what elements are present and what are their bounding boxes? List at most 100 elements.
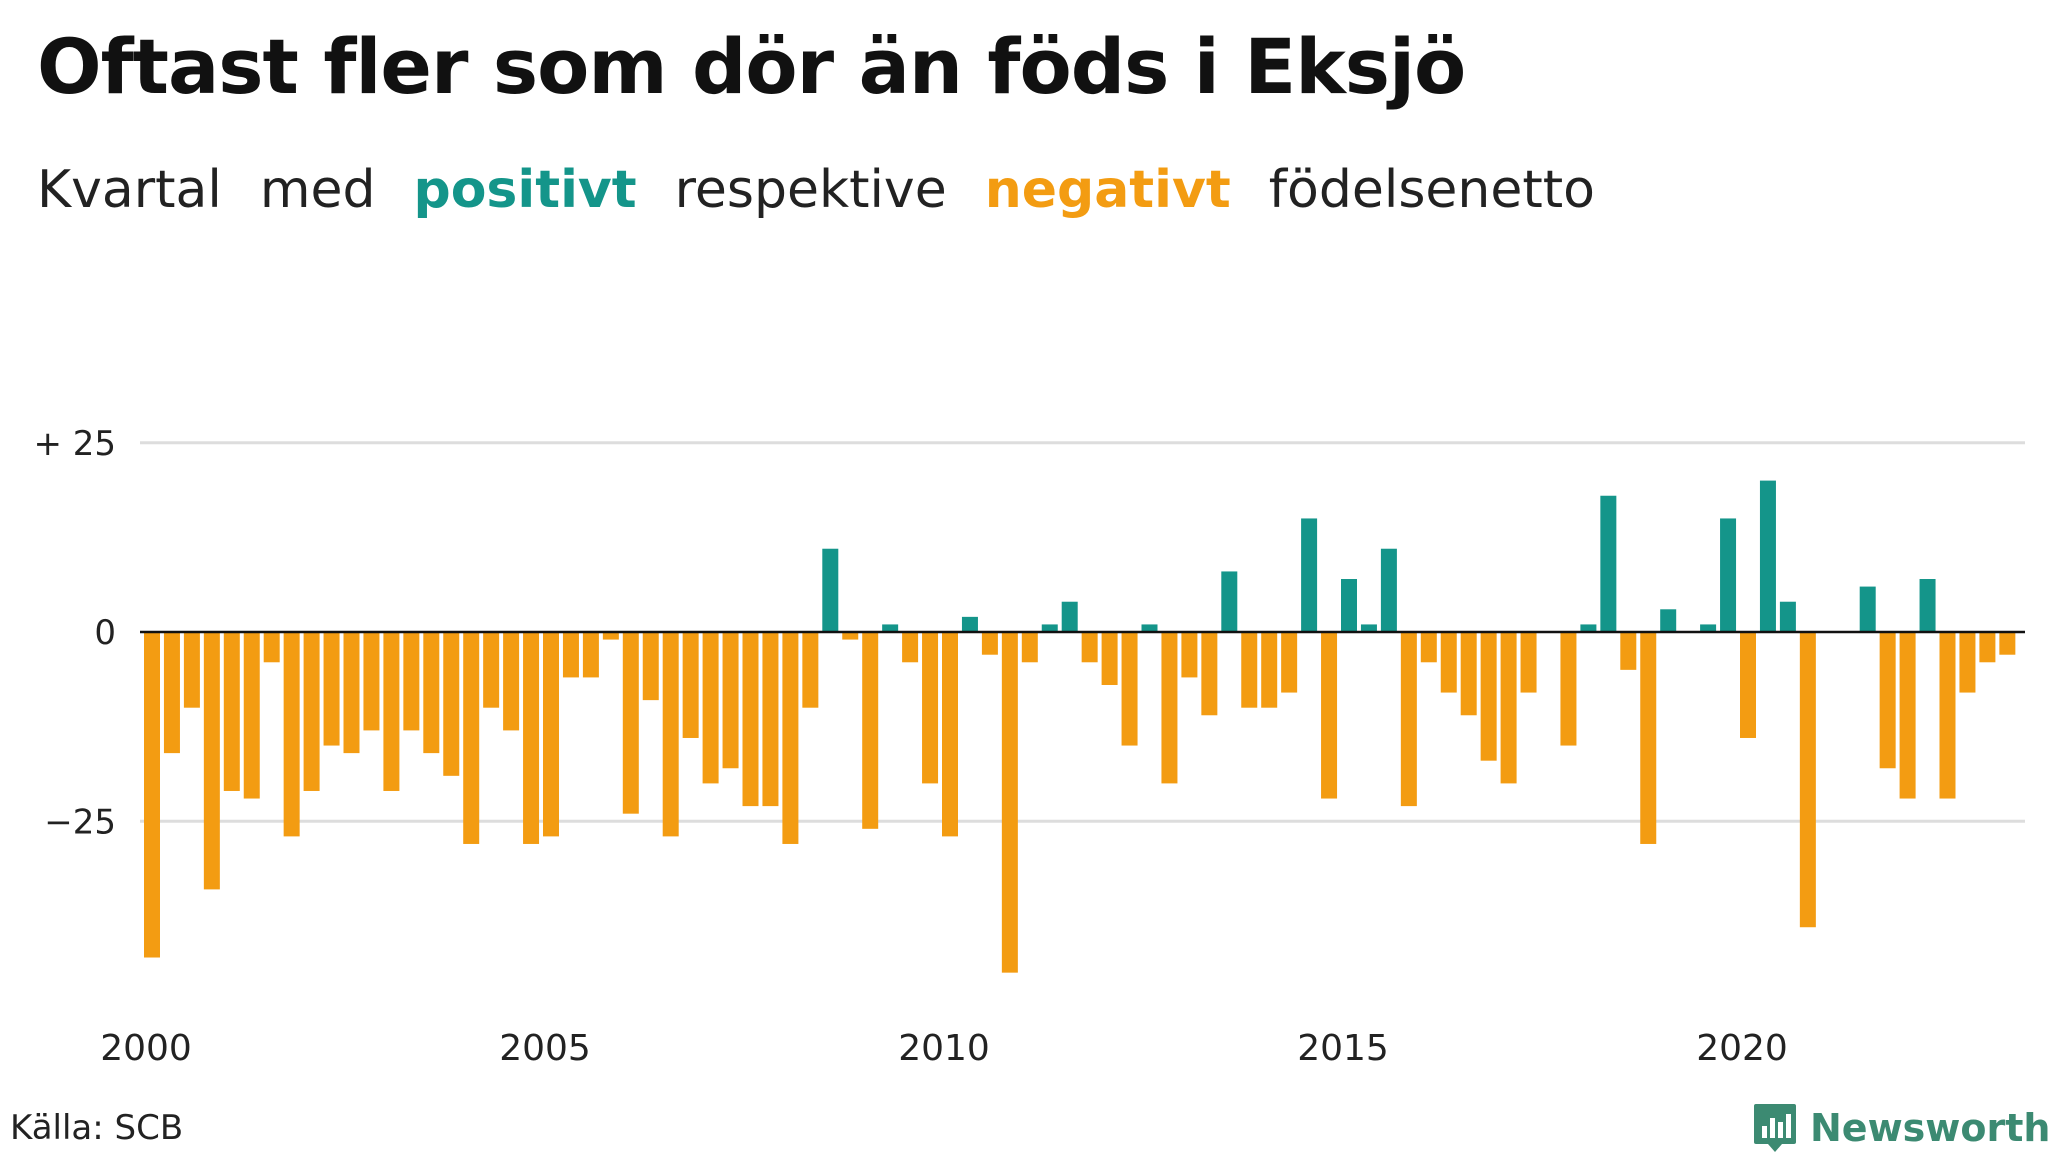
bar-negative bbox=[782, 632, 799, 844]
bar-negative bbox=[463, 632, 480, 844]
bar-positive bbox=[1580, 624, 1597, 632]
bar-negative bbox=[383, 632, 400, 791]
bar-negative bbox=[144, 632, 160, 958]
bar-negative bbox=[523, 632, 540, 844]
bar-positive bbox=[1041, 624, 1058, 632]
bar-negative bbox=[283, 632, 300, 837]
bar-negative bbox=[1500, 632, 1517, 784]
x-axis-labels: 2000 2005 2010 2015 2020 bbox=[100, 1028, 1788, 1069]
bar-positive bbox=[1221, 571, 1238, 632]
bar-negative bbox=[1420, 632, 1437, 663]
bar-positive bbox=[1301, 518, 1318, 632]
bar-negative bbox=[942, 632, 958, 837]
bar-positive bbox=[1141, 624, 1158, 632]
bar-negative bbox=[1520, 632, 1537, 693]
bar-negative bbox=[303, 632, 320, 791]
bars bbox=[144, 480, 2016, 973]
bar-chart-badge-icon bbox=[1754, 1104, 1796, 1152]
y-tick-label: −25 bbox=[44, 802, 116, 842]
legend-positive: positivt bbox=[413, 160, 637, 220]
bar-negative bbox=[722, 632, 739, 769]
brand-name: Newsworthy bbox=[1810, 1106, 2048, 1150]
legend-negative: negativt bbox=[984, 160, 1231, 220]
bar-negative bbox=[163, 632, 180, 754]
bar-negative bbox=[1001, 632, 1018, 973]
bar-negative bbox=[1321, 632, 1338, 799]
bar-negative bbox=[1021, 632, 1038, 663]
bar-negative bbox=[223, 632, 240, 791]
bar-negative bbox=[802, 632, 819, 708]
bar-negative bbox=[1261, 632, 1278, 708]
bar-negative bbox=[1241, 632, 1258, 708]
bar-negative bbox=[543, 632, 559, 837]
bar-positive bbox=[1341, 579, 1357, 632]
bar-negative bbox=[403, 632, 420, 731]
x-tick-label: 2010 bbox=[898, 1028, 990, 1069]
bar-negative bbox=[1560, 632, 1577, 746]
subtitle-word-respectively: respektive bbox=[674, 160, 947, 220]
bar-negative bbox=[363, 632, 380, 731]
bar-negative bbox=[323, 632, 340, 746]
bar-negative bbox=[742, 632, 759, 807]
bar-negative bbox=[981, 632, 998, 655]
x-tick-label: 2020 bbox=[1696, 1028, 1788, 1069]
source-note: Källa: SCB bbox=[10, 1108, 184, 1148]
bar-negative bbox=[263, 632, 280, 663]
bar-positive bbox=[1380, 548, 1397, 632]
x-tick-label: 2015 bbox=[1297, 1028, 1389, 1069]
bar-negative bbox=[602, 632, 619, 640]
bar-negative bbox=[1181, 632, 1198, 678]
bar-negative bbox=[1400, 632, 1417, 807]
bar-negative bbox=[642, 632, 659, 701]
bar-negative bbox=[1959, 632, 1976, 693]
bar-negative bbox=[483, 632, 500, 708]
bar-positive bbox=[822, 548, 839, 632]
bar-positive bbox=[1600, 495, 1617, 632]
bar-negative bbox=[902, 632, 919, 663]
bar-negative bbox=[922, 632, 939, 784]
subtitle-word-with: med bbox=[259, 160, 376, 220]
subtitle-word-quarter: Kvartal bbox=[37, 160, 222, 220]
bar-negative bbox=[702, 632, 719, 784]
bar-negative bbox=[183, 632, 200, 708]
bar-positive bbox=[1779, 601, 1796, 632]
bar-positive bbox=[1859, 586, 1876, 632]
chart-title: Oftast fler som dör än föds i Eksjö bbox=[37, 22, 1466, 111]
bar-negative bbox=[1201, 632, 1218, 716]
bar-negative bbox=[622, 632, 639, 814]
gridlines bbox=[140, 441, 2025, 823]
bar-negative bbox=[1161, 632, 1178, 784]
bar-negative bbox=[1121, 632, 1138, 746]
bar-negative bbox=[1740, 632, 1756, 738]
bar-positive bbox=[1061, 601, 1078, 632]
bar-negative bbox=[1939, 632, 1956, 799]
bar-positive bbox=[961, 616, 978, 632]
chart-subtitle: Kvartal med positivt respektive negativt föde… bbox=[37, 160, 1633, 220]
bar-positive bbox=[1700, 624, 1717, 632]
bar-negative bbox=[1440, 632, 1457, 693]
bar-negative bbox=[1799, 632, 1816, 928]
bar-negative bbox=[862, 632, 879, 829]
bar-negative bbox=[423, 632, 440, 754]
bar-negative bbox=[562, 632, 579, 678]
y-tick-label: 0 bbox=[94, 613, 116, 653]
bar-negative bbox=[203, 632, 220, 890]
bar-negative bbox=[243, 632, 260, 799]
bar-negative bbox=[443, 632, 460, 776]
y-axis-labels: + 25 0 −25 bbox=[33, 424, 116, 843]
x-tick-label: 2000 bbox=[100, 1028, 192, 1069]
y-tick-label: + 25 bbox=[33, 424, 116, 464]
bar-negative bbox=[1480, 632, 1497, 761]
bar-negative bbox=[1081, 632, 1098, 663]
bar-positive bbox=[1720, 518, 1737, 632]
bar-negative bbox=[582, 632, 599, 678]
bar-negative bbox=[343, 632, 360, 754]
bar-negative bbox=[1620, 632, 1637, 670]
bar-negative bbox=[503, 632, 520, 731]
bar-negative bbox=[842, 632, 859, 640]
bar-negative bbox=[1640, 632, 1657, 844]
bar-positive bbox=[1360, 624, 1377, 632]
bar-negative bbox=[1999, 632, 2016, 655]
subtitle-word-birth-net: födelsenetto bbox=[1268, 160, 1595, 220]
bar-positive bbox=[1919, 579, 1936, 632]
